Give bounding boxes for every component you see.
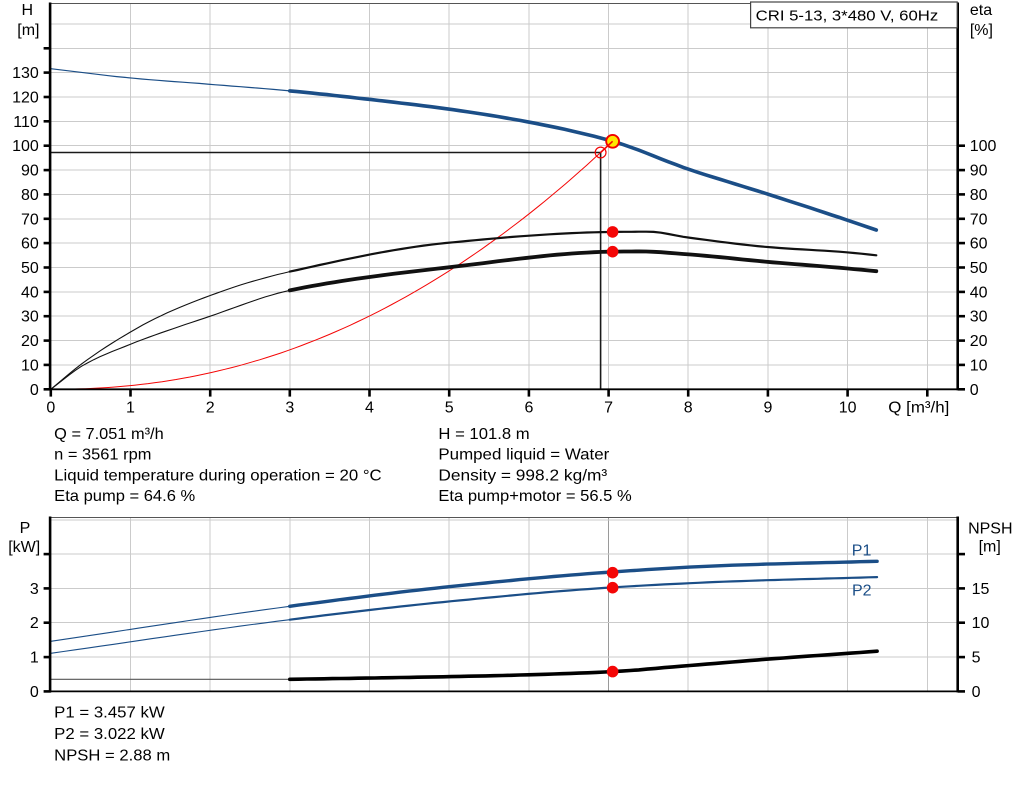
svg-text:eta: eta <box>970 2 992 19</box>
svg-text:0: 0 <box>46 399 55 416</box>
svg-text:50: 50 <box>21 260 39 277</box>
svg-text:Eta pump = 64.6 %: Eta pump = 64.6 % <box>54 488 195 505</box>
svg-text:3: 3 <box>30 581 39 598</box>
svg-text:110: 110 <box>13 114 39 131</box>
svg-text:[%]: [%] <box>970 22 993 39</box>
svg-text:Q [m³/h]: Q [m³/h] <box>888 399 949 416</box>
svg-text:80: 80 <box>970 187 988 204</box>
svg-text:P1: P1 <box>852 543 872 560</box>
svg-text:80: 80 <box>21 187 39 204</box>
svg-text:10: 10 <box>21 357 39 374</box>
svg-text:70: 70 <box>970 211 988 228</box>
svg-text:4: 4 <box>365 399 374 416</box>
svg-text:1: 1 <box>30 650 39 667</box>
svg-text:NPSH: NPSH <box>968 520 1012 537</box>
svg-text:100: 100 <box>12 138 39 155</box>
svg-text:CRI 5-13, 3*480 V, 60Hz: CRI 5-13, 3*480 V, 60Hz <box>756 8 939 25</box>
svg-text:[m]: [m] <box>979 538 1001 555</box>
svg-text:5: 5 <box>972 650 981 667</box>
svg-text:NPSH = 2.88 m: NPSH = 2.88 m <box>54 748 170 765</box>
svg-text:6: 6 <box>524 399 533 416</box>
svg-text:20: 20 <box>970 333 988 350</box>
svg-text:P2: P2 <box>852 582 872 599</box>
svg-text:Liquid temperature during oper: Liquid temperature during operation = 20… <box>54 467 382 484</box>
svg-text:Density = 998.2 kg/m³: Density = 998.2 kg/m³ <box>438 467 608 484</box>
svg-text:Pumped liquid = Water: Pumped liquid = Water <box>438 447 610 464</box>
svg-text:Q = 7.051 m³/h: Q = 7.051 m³/h <box>54 426 164 443</box>
svg-text:90: 90 <box>21 163 39 180</box>
svg-text:0: 0 <box>30 684 39 701</box>
svg-text:70: 70 <box>21 211 39 228</box>
svg-text:50: 50 <box>970 260 988 277</box>
svg-text:10: 10 <box>839 399 857 416</box>
svg-text:7: 7 <box>604 399 613 416</box>
svg-text:90: 90 <box>970 163 988 180</box>
svg-text:0: 0 <box>970 382 979 399</box>
svg-text:30: 30 <box>970 309 988 326</box>
svg-text:[kW]: [kW] <box>8 539 40 556</box>
svg-text:30: 30 <box>21 309 39 326</box>
svg-text:120: 120 <box>12 90 39 107</box>
svg-text:8: 8 <box>684 399 693 416</box>
svg-text:20: 20 <box>21 333 39 350</box>
svg-text:[m]: [m] <box>17 22 39 39</box>
svg-text:2: 2 <box>206 399 215 416</box>
svg-text:60: 60 <box>21 236 39 253</box>
svg-text:9: 9 <box>763 399 772 416</box>
svg-text:130: 130 <box>12 65 39 82</box>
svg-text:1: 1 <box>126 399 135 416</box>
svg-text:0: 0 <box>972 684 981 701</box>
svg-text:H: H <box>22 2 34 19</box>
svg-text:H = 101.8 m: H = 101.8 m <box>438 426 529 443</box>
svg-text:3: 3 <box>285 399 294 416</box>
svg-text:P: P <box>20 520 31 537</box>
svg-text:P2 = 3.022 kW: P2 = 3.022 kW <box>54 726 165 743</box>
svg-text:40: 40 <box>970 284 988 301</box>
svg-text:P1 = 3.457 kW: P1 = 3.457 kW <box>54 705 165 722</box>
svg-text:60: 60 <box>970 236 988 253</box>
svg-text:5: 5 <box>445 399 454 416</box>
svg-text:15: 15 <box>972 581 990 598</box>
svg-text:10: 10 <box>972 615 990 632</box>
svg-text:100: 100 <box>970 138 997 155</box>
svg-text:Eta pump+motor = 56.5 %: Eta pump+motor = 56.5 % <box>438 488 631 505</box>
svg-text:10: 10 <box>970 357 988 374</box>
svg-text:0: 0 <box>30 382 39 399</box>
svg-text:2: 2 <box>30 615 39 632</box>
svg-text:40: 40 <box>21 284 39 301</box>
svg-text:n = 3561 rpm: n = 3561 rpm <box>54 447 151 464</box>
